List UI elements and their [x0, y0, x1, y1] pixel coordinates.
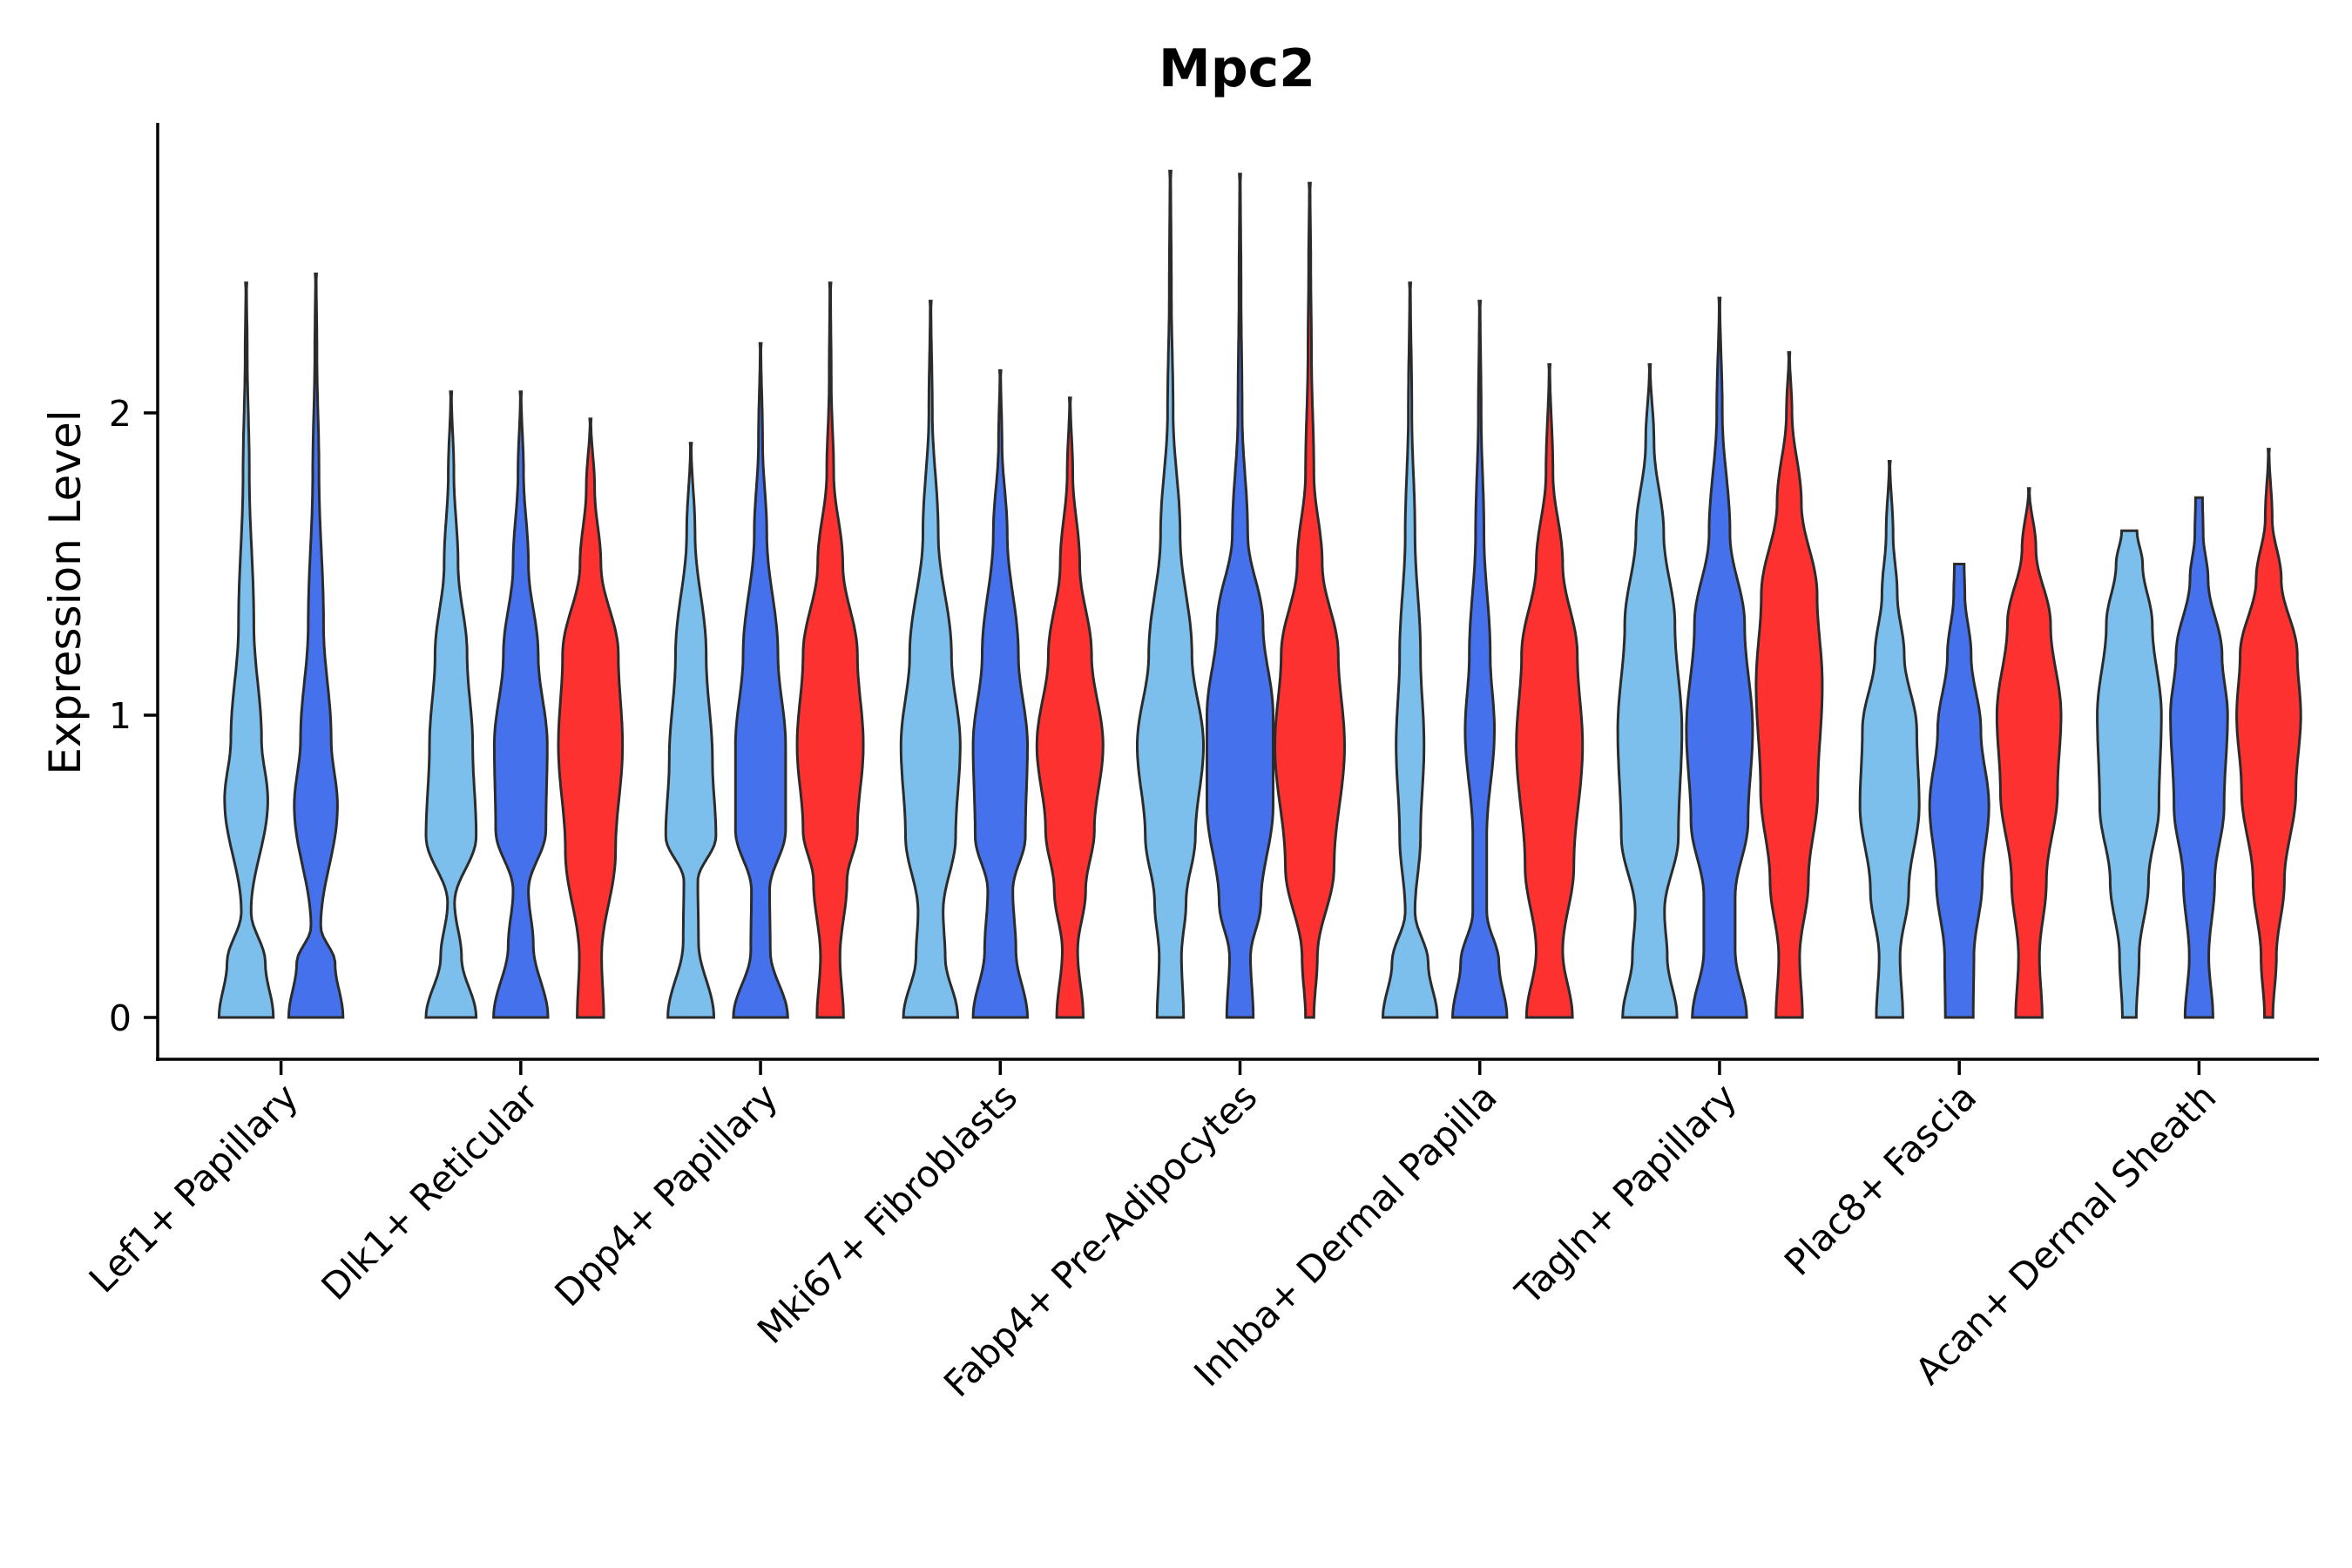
violin-dpp4-papillary-1 [664, 442, 718, 1019]
violin-plac8-fascia-3 [1995, 487, 2063, 1019]
x-tick-label-lef1-papillary: Lef1+ Papillary [81, 1075, 307, 1301]
x-tick-label-mki67-fibroblasts: Mki67+ Fibroblasts [749, 1075, 1025, 1351]
violins-group [217, 169, 2302, 1019]
violin-dpp4-papillary-2 [732, 341, 789, 1019]
y-tick-label-2: 2 [109, 393, 132, 435]
violin-inhba-dermal-papilla-3 [1515, 363, 1585, 1019]
violin-inhba-dermal-papilla-1 [1381, 281, 1439, 1019]
violin-mki67-fibroblasts-3 [1035, 396, 1105, 1019]
violin-mki67-fibroblasts-2 [971, 368, 1030, 1019]
violin-dlk1-reticular-2 [492, 390, 550, 1019]
violin-acan-dermal-sheath-1 [2096, 529, 2163, 1019]
x-ticks-group: Lef1+ Papillary Dlk1+ Reticular Dpp4+ Papi… [81, 1061, 2224, 1405]
y-axis-label: Expression Level [40, 409, 91, 774]
x-tick-label-tagln-papillary: Tagln+ Papillary [1507, 1075, 1745, 1313]
violin-plac8-fascia-1 [1858, 460, 1921, 1019]
x-tick-label-dlk1-reticular: Dlk1+ Reticular [313, 1075, 546, 1308]
violin-fabp4-pre-adipocytes-2 [1206, 172, 1274, 1019]
x-tick-label-plac8-fascia: Plac8+ Fascia [1776, 1075, 1984, 1283]
violin-dpp4-papillary-3 [795, 281, 865, 1019]
y-tick-label-1: 1 [109, 695, 132, 737]
violin-tagln-papillary-2 [1685, 296, 1754, 1019]
violin-fabp4-pre-adipocytes-1 [1136, 169, 1205, 1019]
violin-fabp4-pre-adipocytes-3 [1273, 181, 1347, 1019]
y-ticks-group: 0 1 2 [109, 393, 158, 1039]
violin-tagln-papillary-1 [1616, 363, 1684, 1019]
x-tick-label-dpp4-papillary: Dpp4+ Papillary [546, 1075, 786, 1315]
violin-inhba-dermal-papilla-2 [1450, 300, 1509, 1019]
violin-lef1-papillary-1 [217, 281, 275, 1019]
y-tick-label-0: 0 [109, 997, 132, 1039]
violin-dlk1-reticular-3 [557, 417, 625, 1019]
violin-plac8-fascia-2 [1928, 563, 1990, 1019]
violin-mki67-fibroblasts-1 [899, 300, 962, 1019]
violin-acan-dermal-sheath-3 [2235, 448, 2302, 1019]
violin-dlk1-reticular-1 [424, 390, 478, 1019]
violin-tagln-papillary-3 [1754, 351, 1824, 1019]
violin-acan-dermal-sheath-2 [2169, 496, 2229, 1019]
chart-title: Mpc2 [1159, 38, 1315, 99]
violin-lef1-papillary-2 [287, 272, 345, 1019]
